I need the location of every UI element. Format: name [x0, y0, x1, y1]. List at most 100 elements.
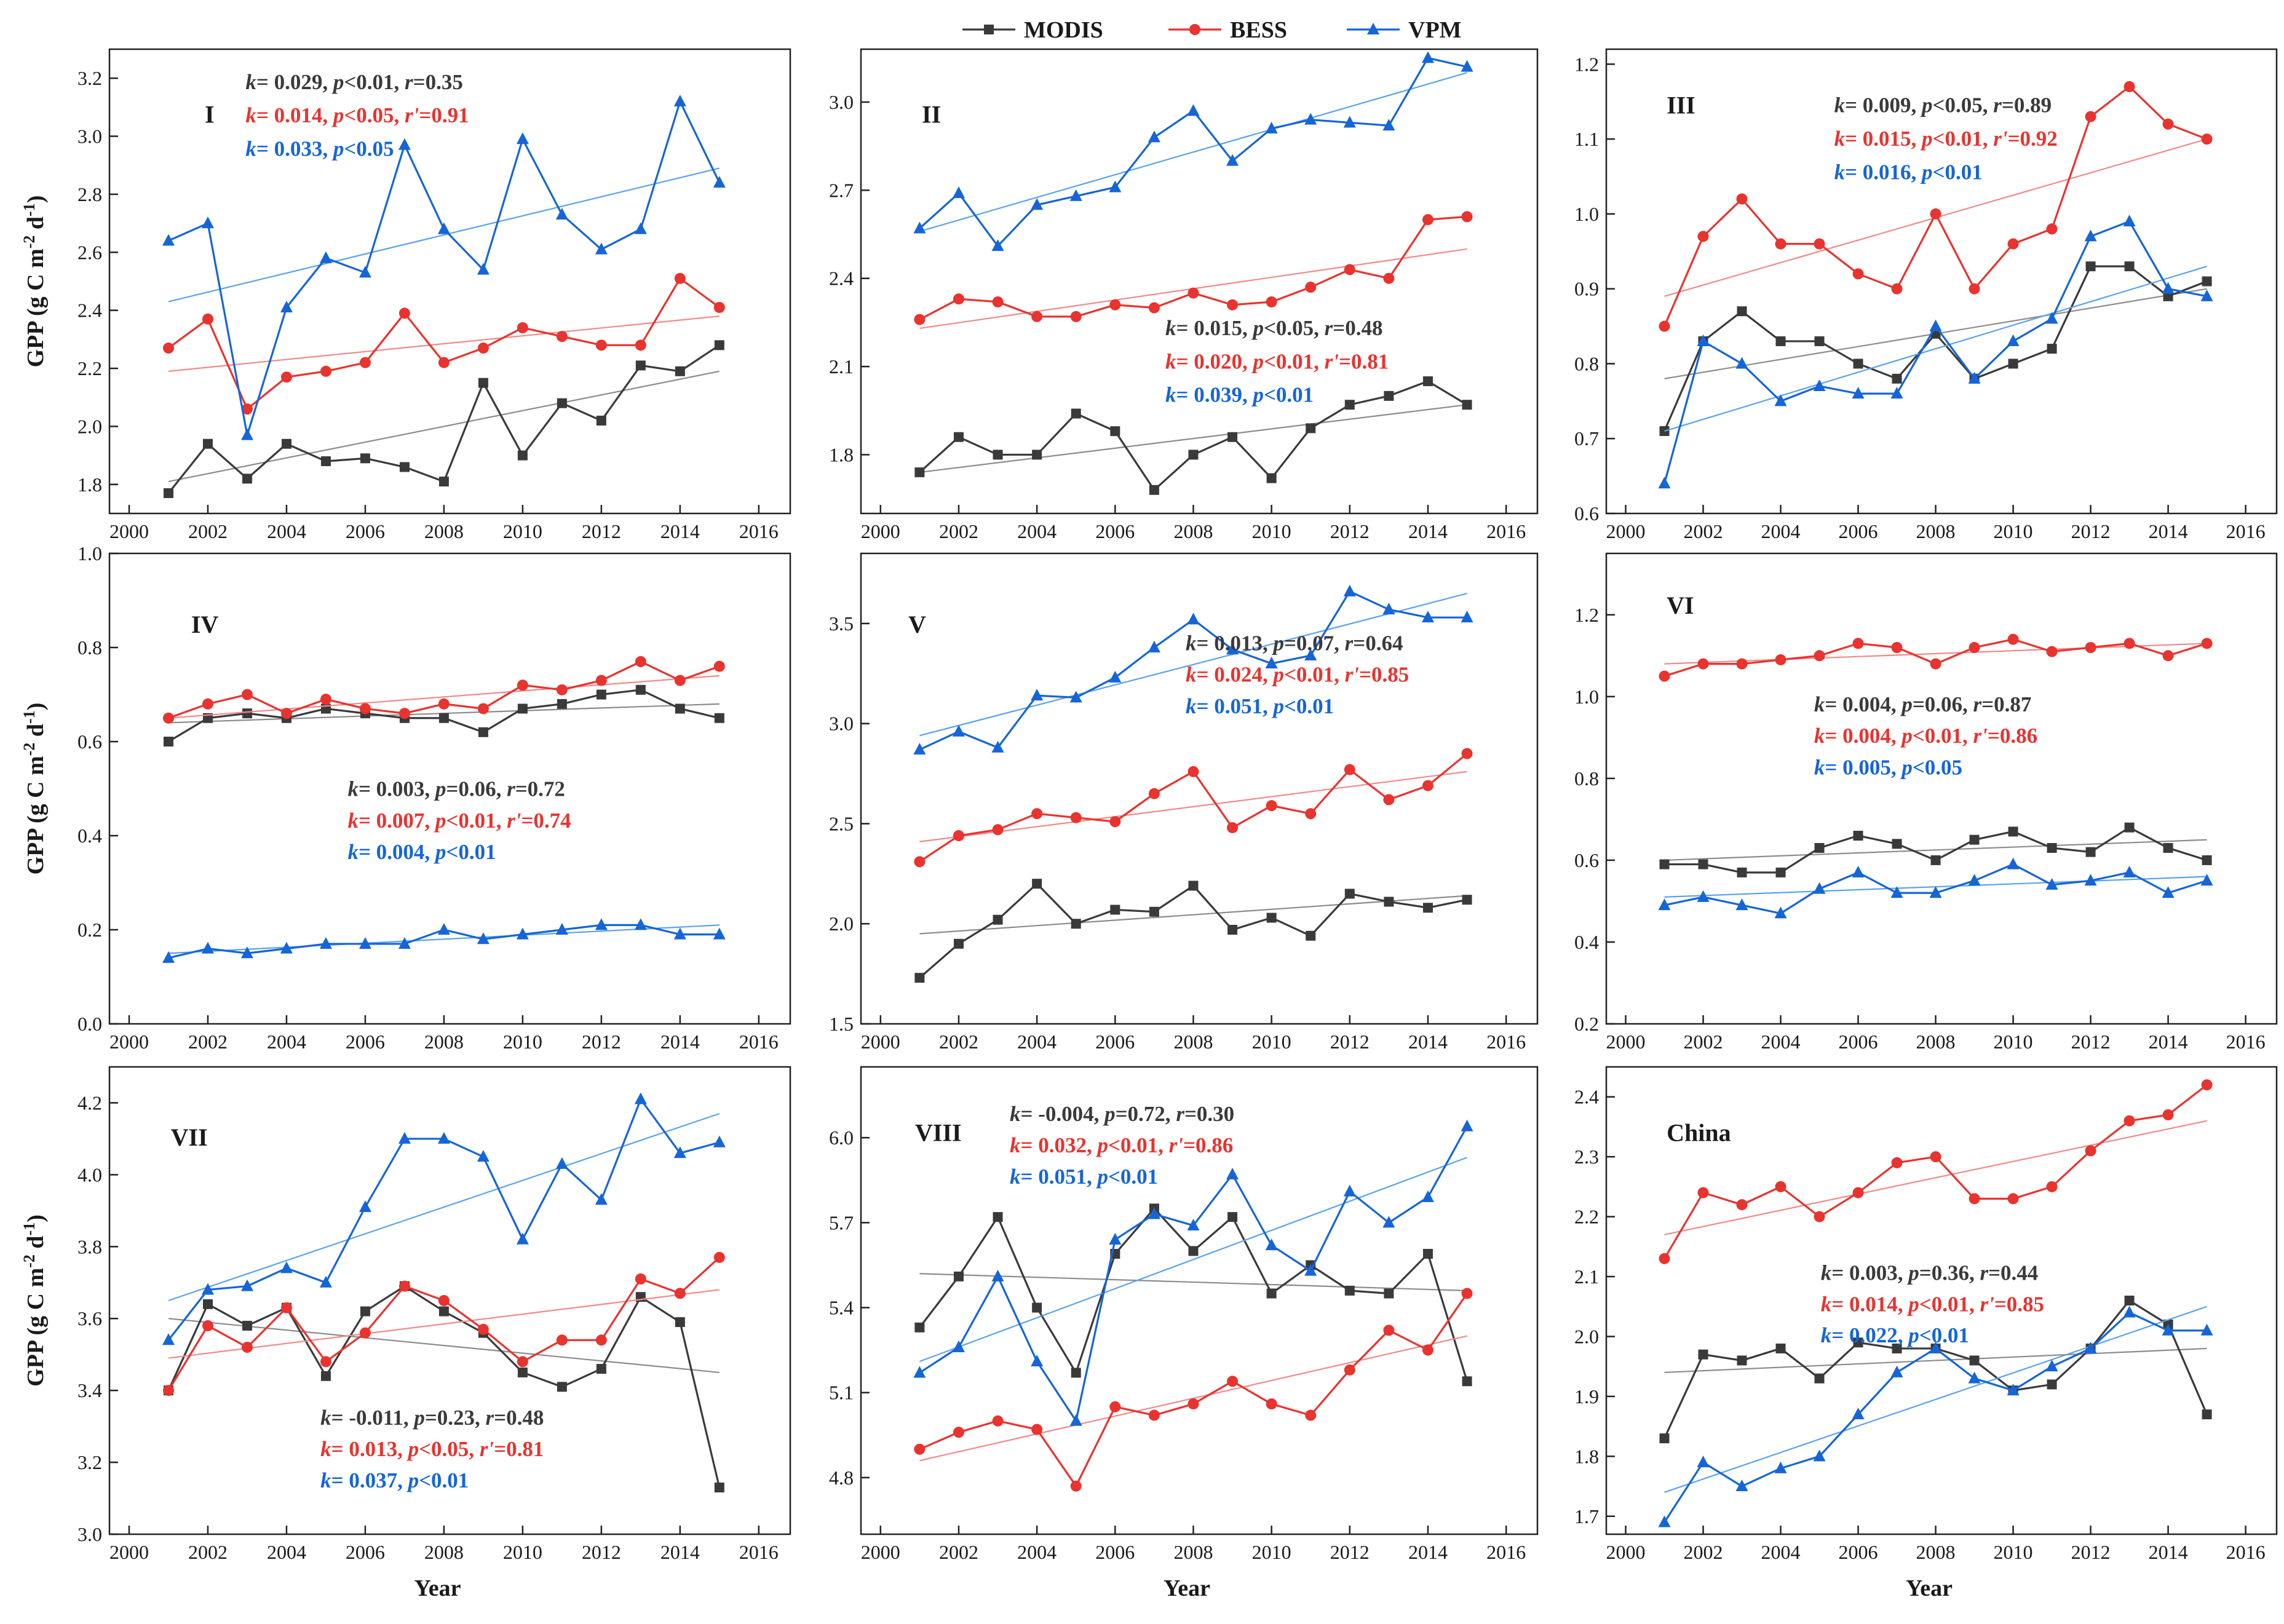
legend-label: VPM	[1408, 17, 1462, 43]
y-tick-label: 5.1	[829, 1382, 854, 1404]
y-tick-label: 1.8	[829, 443, 854, 465]
data-point-vpm	[991, 239, 1004, 252]
data-point-modis	[993, 1212, 1003, 1222]
data-point-vpm	[240, 1279, 253, 1291]
panel-label: VIII	[915, 1119, 962, 1146]
data-point-vpm	[240, 946, 253, 959]
data-point-modis	[993, 450, 1003, 460]
data-point-vpm	[398, 937, 411, 949]
y-tick-label: 2.2	[1574, 1206, 1599, 1228]
data-point-vpm	[162, 951, 175, 963]
data-point-modis	[993, 914, 1003, 925]
data-point-bess	[2007, 633, 2019, 645]
y-tick-label: 2.0	[829, 913, 854, 935]
data-point-modis	[202, 1299, 213, 1309]
data-point-bess	[1188, 766, 1199, 777]
data-point-vpm	[516, 1232, 529, 1245]
panel-label: I	[205, 101, 215, 129]
data-point-vpm	[1069, 691, 1082, 703]
stat-annotation-modis: k= 0.015, p<0.05, r=0.48	[1165, 316, 1382, 340]
trend-line-vpm	[168, 924, 720, 954]
data-point-bess	[595, 339, 607, 351]
data-point-modis	[360, 1306, 370, 1317]
data-point-bess	[1305, 808, 1317, 820]
x-tick-label: 2014	[1408, 520, 1448, 542]
data-point-modis	[1266, 473, 1277, 483]
data-point-modis	[1462, 895, 1472, 905]
data-point-bess	[556, 1334, 568, 1346]
data-point-vpm	[2045, 1360, 2058, 1372]
data-point-bess	[2046, 223, 2058, 235]
y-tick-label: 3.2	[77, 1451, 102, 1473]
data-point-modis	[1344, 1285, 1355, 1296]
data-point-vpm	[1852, 865, 1865, 877]
data-point-vpm	[1774, 906, 1787, 919]
x-tick-label: 2008	[1916, 1031, 1956, 1053]
data-point-vpm	[437, 923, 450, 935]
data-point-bess	[399, 1280, 410, 1292]
data-point-vpm	[1968, 371, 1981, 384]
y-axis-label: GPP (g C m-2 d-1)	[20, 1214, 49, 1387]
data-point-bess	[320, 1356, 331, 1368]
stat-annotation-modis: k= -0.004, p=0.72, r=0.30	[1010, 1102, 1234, 1126]
series-modis	[914, 1203, 1472, 1387]
data-point-modis	[1188, 450, 1199, 460]
data-point-modis	[1422, 1249, 1433, 1259]
data-point-bess	[162, 712, 174, 724]
trend-line-vpm	[1664, 266, 2207, 432]
data-point-vpm	[1697, 334, 1710, 346]
data-point-vpm	[437, 222, 450, 234]
data-point-vpm	[516, 132, 529, 145]
stat-annotation-modis: k= 0.003, p=0.06, r=0.72	[347, 777, 565, 801]
series-modis	[163, 340, 724, 498]
data-point-vpm	[1109, 670, 1122, 683]
data-point-modis	[2202, 276, 2212, 287]
data-point-bess	[477, 703, 489, 715]
y-tick-label: 0.4	[1574, 931, 1599, 953]
series-bess	[162, 1251, 725, 1396]
panel-VI: 2000 2002 2004 2006 2008 2010 2012 2014 2016 0.2 0…	[1574, 552, 2278, 1053]
trend-line-vpm	[919, 593, 1467, 737]
x-tick-label: 2004	[1761, 1031, 1801, 1053]
data-point-bess	[202, 1320, 213, 1331]
y-tick-label: 1.1	[1574, 128, 1599, 150]
x-tick-label: 2004	[267, 520, 306, 542]
plot-area	[1658, 633, 2213, 919]
data-point-vpm	[1813, 882, 1826, 894]
data-point-bess	[359, 703, 371, 715]
x-tick-label: 2014	[1408, 1031, 1448, 1053]
data-point-bess	[1969, 283, 1980, 295]
data-point-modis	[1775, 1343, 1786, 1353]
data-point-bess	[953, 293, 964, 305]
x-tick-label: 2006	[1839, 1031, 1878, 1053]
data-point-vpm	[1304, 649, 1317, 661]
data-point-bess	[280, 1302, 292, 1313]
data-point-vpm	[1735, 357, 1748, 369]
data-point-bess	[1814, 1211, 1825, 1222]
data-point-vpm	[2045, 312, 2058, 324]
data-point-vpm	[713, 927, 726, 940]
data-point-vpm	[516, 927, 529, 940]
data-point-vpm	[1697, 1456, 1710, 1468]
data-point-vpm	[2123, 215, 2136, 227]
data-point-modis	[1892, 839, 1902, 849]
x-tick-label: 2004	[267, 1541, 306, 1563]
data-point-vpm	[1697, 890, 1710, 902]
data-point-vpm	[913, 743, 926, 755]
plot-frame	[1605, 552, 2278, 1025]
data-point-bess	[1383, 794, 1395, 806]
data-point-vpm	[913, 221, 926, 234]
data-point-vpm	[952, 1341, 965, 1352]
data-point-modis	[1853, 358, 1863, 369]
panel-V: 2000 2002 2004 2006 2008 2010 2012 2014 2016 1.5 2…	[829, 552, 1539, 1053]
series-modis	[1659, 1296, 2212, 1444]
x-tick-label: 2004	[1761, 520, 1801, 542]
data-point-bess	[1031, 808, 1043, 820]
data-point-vpm	[555, 207, 568, 220]
x-tick-label: 2010	[503, 1541, 542, 1563]
data-point-bess	[713, 1251, 725, 1263]
data-point-modis	[1344, 889, 1355, 899]
data-point-vpm	[1304, 113, 1317, 125]
trend-line-bess	[168, 675, 720, 719]
data-point-bess	[1188, 1398, 1199, 1410]
